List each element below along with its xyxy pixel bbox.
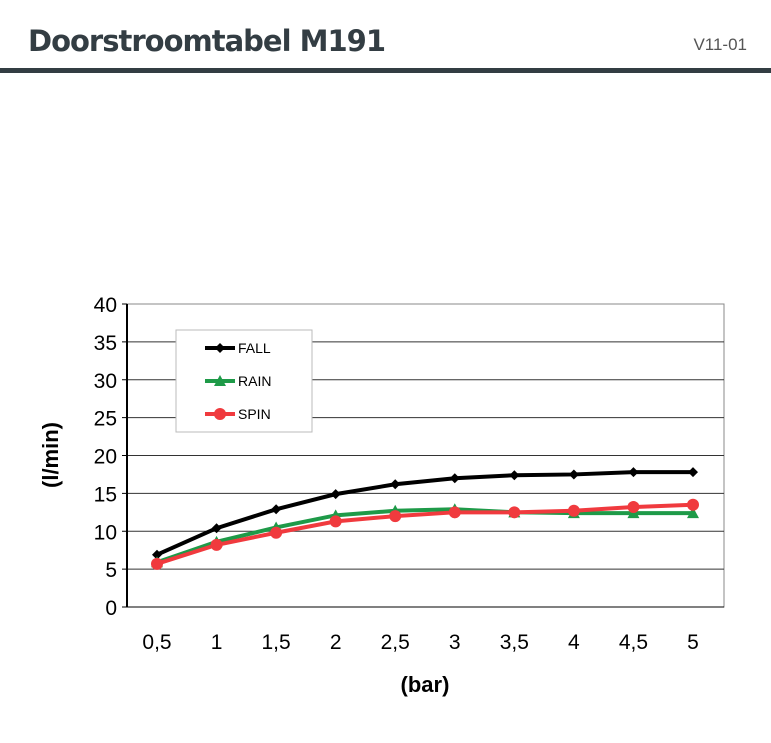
y-tick-label: 15 bbox=[94, 483, 117, 506]
y-tick-label: 35 bbox=[94, 332, 117, 355]
y-tick-label: 20 bbox=[94, 446, 117, 469]
y-tick-label: 10 bbox=[94, 521, 117, 544]
data-point-spin bbox=[329, 515, 342, 528]
data-point-rain bbox=[687, 507, 699, 519]
x-tick-label: 2 bbox=[330, 631, 342, 654]
y-tick-label: 5 bbox=[105, 559, 117, 582]
x-tick-label: 5 bbox=[687, 631, 699, 654]
data-point-fall bbox=[509, 470, 520, 481]
version-label: V11-01 bbox=[693, 35, 747, 54]
data-point-fall bbox=[152, 549, 162, 560]
series-line-fall bbox=[156, 470, 693, 557]
data-point-fall bbox=[330, 489, 341, 500]
x-tick-label: 0,5 bbox=[142, 631, 171, 654]
x-tick-label: 1 bbox=[211, 631, 223, 654]
data-point-fall bbox=[390, 479, 401, 490]
series-line-rain bbox=[156, 507, 693, 565]
data-point-spin bbox=[270, 526, 283, 539]
legend-marker-spin bbox=[214, 408, 226, 420]
legend-marker-fall bbox=[215, 343, 225, 353]
data-point-fall bbox=[628, 467, 639, 478]
y-tick-label: 0 bbox=[105, 597, 117, 620]
data-point-spin bbox=[627, 501, 640, 514]
y-tick-label: 30 bbox=[94, 370, 117, 393]
data-point-spin bbox=[508, 506, 521, 519]
legend-marker-rain bbox=[214, 375, 226, 386]
data-point-spin bbox=[567, 504, 580, 517]
x-tick-label: 4,5 bbox=[619, 631, 648, 654]
x-tick-label: 2,5 bbox=[381, 631, 410, 654]
legend-label: SPIN bbox=[238, 406, 271, 422]
x-tick-label: 3,5 bbox=[500, 631, 529, 654]
data-point-fall bbox=[271, 504, 282, 515]
y-axis-label: (l/min) bbox=[38, 422, 63, 488]
series-line-spin bbox=[156, 502, 694, 566]
data-point-fall bbox=[211, 523, 222, 534]
header-divider bbox=[0, 68, 771, 73]
legend-label: FALL bbox=[238, 340, 271, 356]
legend bbox=[175, 329, 313, 433]
y-tick-label: 25 bbox=[94, 408, 117, 431]
data-point-fall bbox=[568, 469, 579, 480]
data-point-spin bbox=[151, 557, 163, 570]
x-axis-label: (bar) bbox=[401, 672, 450, 697]
page-title: Doorstroomtabel M191 bbox=[28, 24, 386, 58]
data-point-spin bbox=[210, 538, 223, 551]
data-point-fall bbox=[688, 467, 698, 478]
x-tick-label: 1,5 bbox=[262, 631, 291, 654]
data-point-fall bbox=[449, 473, 460, 484]
legend-label: RAIN bbox=[238, 373, 271, 389]
data-point-spin bbox=[687, 498, 699, 511]
x-tick-label: 4 bbox=[568, 631, 580, 654]
y-tick-label: 40 bbox=[94, 294, 117, 317]
data-point-spin bbox=[389, 510, 402, 523]
x-tick-label: 3 bbox=[449, 631, 461, 654]
data-point-spin bbox=[448, 506, 461, 519]
